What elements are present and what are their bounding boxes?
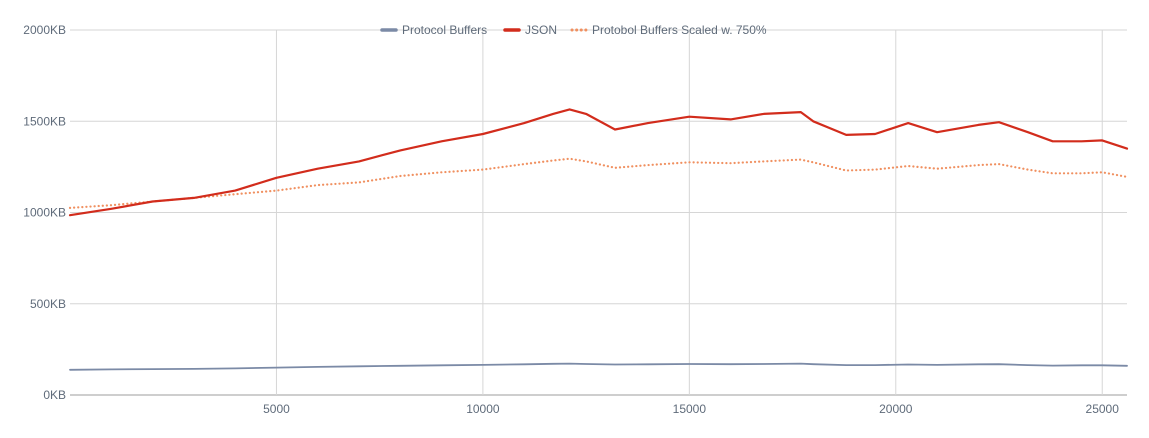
x-tick-label: 25000 bbox=[1086, 402, 1120, 416]
legend: Protocol Buffers JSON Protobol Buffers Sca… bbox=[380, 23, 767, 37]
x-tick-label: 10000 bbox=[466, 402, 500, 416]
y-tick-label: 500KB bbox=[30, 297, 66, 311]
legend-label: Protobol Buffers Scaled w. 750% bbox=[592, 23, 767, 37]
grid-lines bbox=[70, 29, 1127, 396]
y-tick-label: 1500KB bbox=[23, 114, 66, 128]
legend-item-2[interactable]: Protobol Buffers Scaled w. 750% bbox=[570, 23, 767, 37]
y-tick-label: 0KB bbox=[43, 388, 66, 402]
legend-label: Protocol Buffers bbox=[402, 23, 487, 37]
x-tick-label: 15000 bbox=[673, 402, 707, 416]
legend-label: JSON bbox=[525, 23, 557, 37]
series-line-2 bbox=[68, 157, 1129, 209]
x-axis: 5000 10000 15000 20000 25000 bbox=[263, 402, 1119, 416]
y-tick-label: 1000KB bbox=[23, 206, 66, 220]
y-tick-label: 2000KB bbox=[23, 23, 66, 37]
series-line-0 bbox=[69, 362, 1128, 371]
x-tick-label: 5000 bbox=[263, 402, 290, 416]
y-axis: 0KB 500KB 1000KB 1500KB 2000KB bbox=[23, 23, 66, 402]
x-tick-label: 20000 bbox=[879, 402, 913, 416]
legend-item-1[interactable]: JSON bbox=[503, 23, 557, 37]
legend-item-0[interactable]: Protocol Buffers bbox=[380, 23, 487, 37]
series-layer bbox=[68, 108, 1129, 371]
series-line-1 bbox=[68, 108, 1129, 217]
